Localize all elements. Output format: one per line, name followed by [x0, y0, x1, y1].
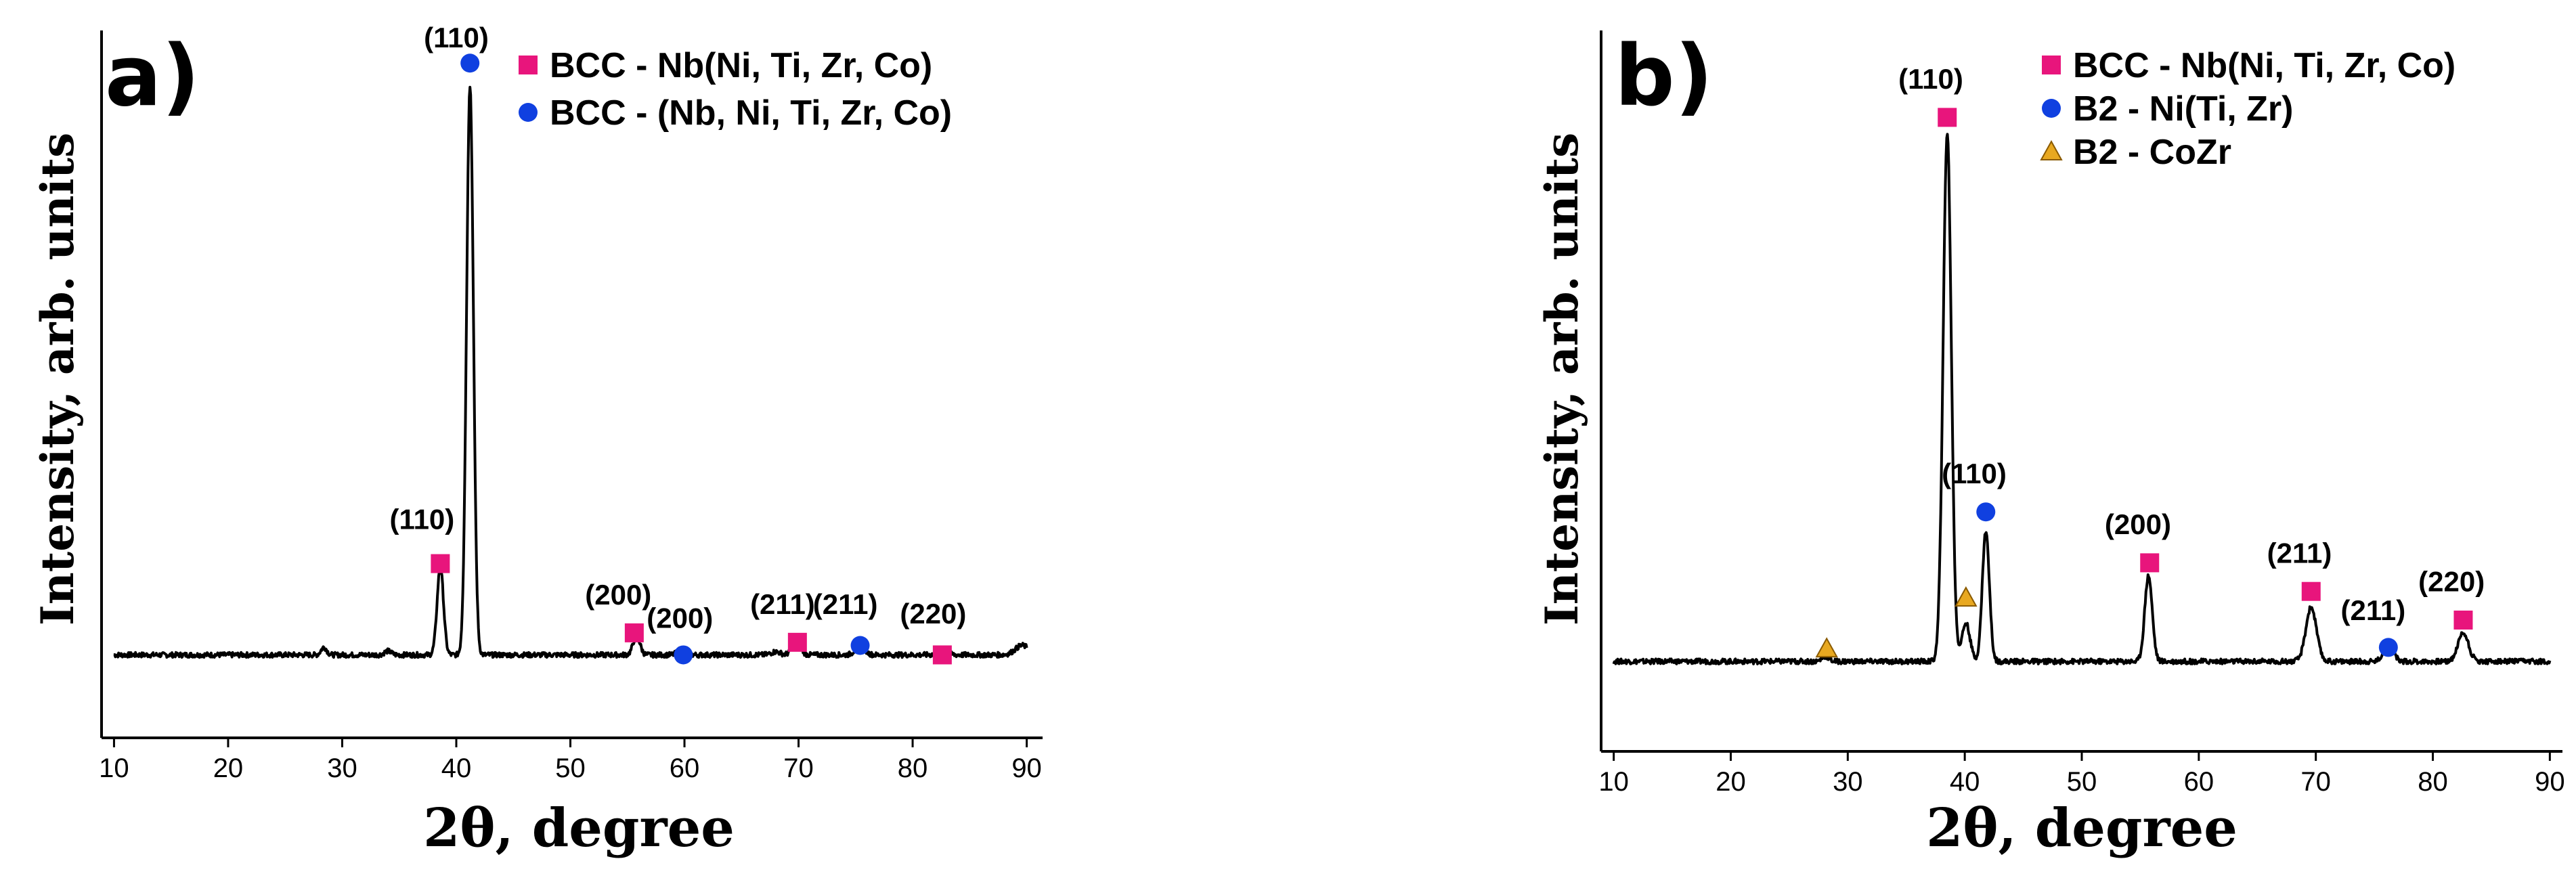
peak-marker-square: [787, 632, 807, 652]
peak-label: (220): [2418, 566, 2485, 598]
panel-b-ticks: 10 20 30 40 50 60 70 80 90: [1598, 751, 2565, 797]
panel-a-diffraction-trace: [113, 85, 1028, 659]
peak-label: (220): [900, 598, 966, 630]
peak-marker-circle: [1976, 502, 1996, 522]
panel-a-legend: BCC - Nb(Ni, Ti, Zr, Co) BCC - (Nb, Ni, T…: [519, 46, 952, 133]
panel-b-peak-annotations: (110) (110) (200) (211) (211) (220): [1815, 63, 2485, 658]
panel-a-x-axis-label: 2θ, degree: [423, 797, 735, 859]
legend-entry-label: BCC - Nb(Ni, Ti, Zr, Co): [550, 46, 932, 85]
peak-label: (211): [2341, 594, 2406, 626]
legend-entry-label: B2 - Ni(Ti, Zr): [2073, 89, 2293, 129]
peak-marker-square: [932, 645, 952, 665]
peak-marker-square: [2140, 553, 2160, 573]
x-tick-label: 90: [2535, 767, 2565, 797]
panel-a-y-axis-label-group: Intensity, arb. units: [31, 133, 84, 625]
peak-label: (200): [647, 602, 713, 634]
x-tick-label: 30: [327, 753, 357, 783]
peak-label: (211): [813, 588, 878, 620]
legend-entry-label: B2 - CoZr: [2073, 133, 2231, 172]
peak-label: (110): [424, 22, 489, 53]
peak-marker-square: [624, 623, 644, 642]
panel-b: b) Intensity, arb. units 2θ, degree 10 20…: [1535, 28, 2565, 859]
x-tick-label: 60: [2184, 767, 2214, 797]
peak-marker-square: [2301, 581, 2321, 601]
peak-marker-triangle: [1815, 637, 1838, 658]
peak-marker-square: [1938, 108, 1957, 127]
x-tick-label: 30: [1833, 767, 1863, 797]
legend-marker-square: [519, 56, 538, 74]
x-tick-label: 80: [898, 753, 928, 783]
peak-label: (200): [2105, 508, 2171, 540]
x-tick-label: 70: [783, 753, 814, 783]
x-tick-label: 50: [2067, 767, 2097, 797]
panel-b-letter: b): [1615, 28, 1713, 125]
panel-b-x-axis-label: 2θ, degree: [1926, 797, 2237, 859]
legend-marker-square: [2042, 56, 2061, 74]
peak-marker-triangle: [1955, 586, 1978, 607]
x-tick-label: 20: [1716, 767, 1746, 797]
x-tick-label: 90: [1011, 753, 1042, 783]
panel-a: a) Intensity, arb. units 2θ, degree 10 20…: [31, 22, 1043, 859]
legend-marker-circle: [2042, 99, 2061, 118]
legend-entry-label: BCC - (Nb, Ni, Ti, Zr, Co): [550, 93, 952, 133]
panel-b-y-axis-label-group: Intensity, arb. units: [1535, 133, 1588, 625]
peak-label: (110): [1898, 63, 1963, 95]
peak-label: (110): [1942, 458, 2007, 489]
legend-marker-circle: [519, 103, 538, 122]
panel-b-y-axis-label: Intensity, arb. units: [1535, 133, 1588, 625]
x-tick-label: 60: [670, 753, 700, 783]
x-tick-label: 80: [2418, 767, 2448, 797]
x-tick-label: 50: [555, 753, 586, 783]
x-tick-label: 40: [441, 753, 472, 783]
x-tick-label: 40: [1950, 767, 1980, 797]
x-tick-label: 10: [99, 753, 129, 783]
x-tick-label: 70: [2300, 767, 2331, 797]
peak-marker-circle: [2378, 638, 2398, 657]
peak-marker-square: [2453, 611, 2473, 630]
peak-marker-circle: [850, 636, 870, 655]
legend-entry-label: BCC - Nb(Ni, Ti, Zr, Co): [2073, 46, 2455, 85]
peak-label: (211): [750, 588, 815, 620]
legend-marker-triangle: [2040, 139, 2063, 160]
peak-label: (211): [2267, 537, 2332, 569]
peak-marker-square: [431, 554, 450, 573]
x-tick-label: 10: [1598, 767, 1629, 797]
panel-a-ticks: 10 20 30 40 50 60 70 80 90: [99, 738, 1042, 783]
peak-label: (110): [390, 503, 455, 535]
peak-marker-circle: [674, 645, 693, 665]
x-tick-label: 20: [213, 753, 244, 783]
panel-a-peak-annotations: (110) (110) (200)(200) (211)(211) (220): [390, 22, 966, 665]
panel-a-letter: a): [105, 28, 200, 125]
peak-label: (200): [585, 579, 651, 611]
panel-a-y-axis-label: Intensity, arb. units: [31, 133, 84, 625]
panel-b-legend: BCC - Nb(Ni, Ti, Zr, Co) B2 - Ni(Ti, Zr) B…: [2040, 46, 2455, 172]
peak-marker-circle: [460, 53, 480, 73]
